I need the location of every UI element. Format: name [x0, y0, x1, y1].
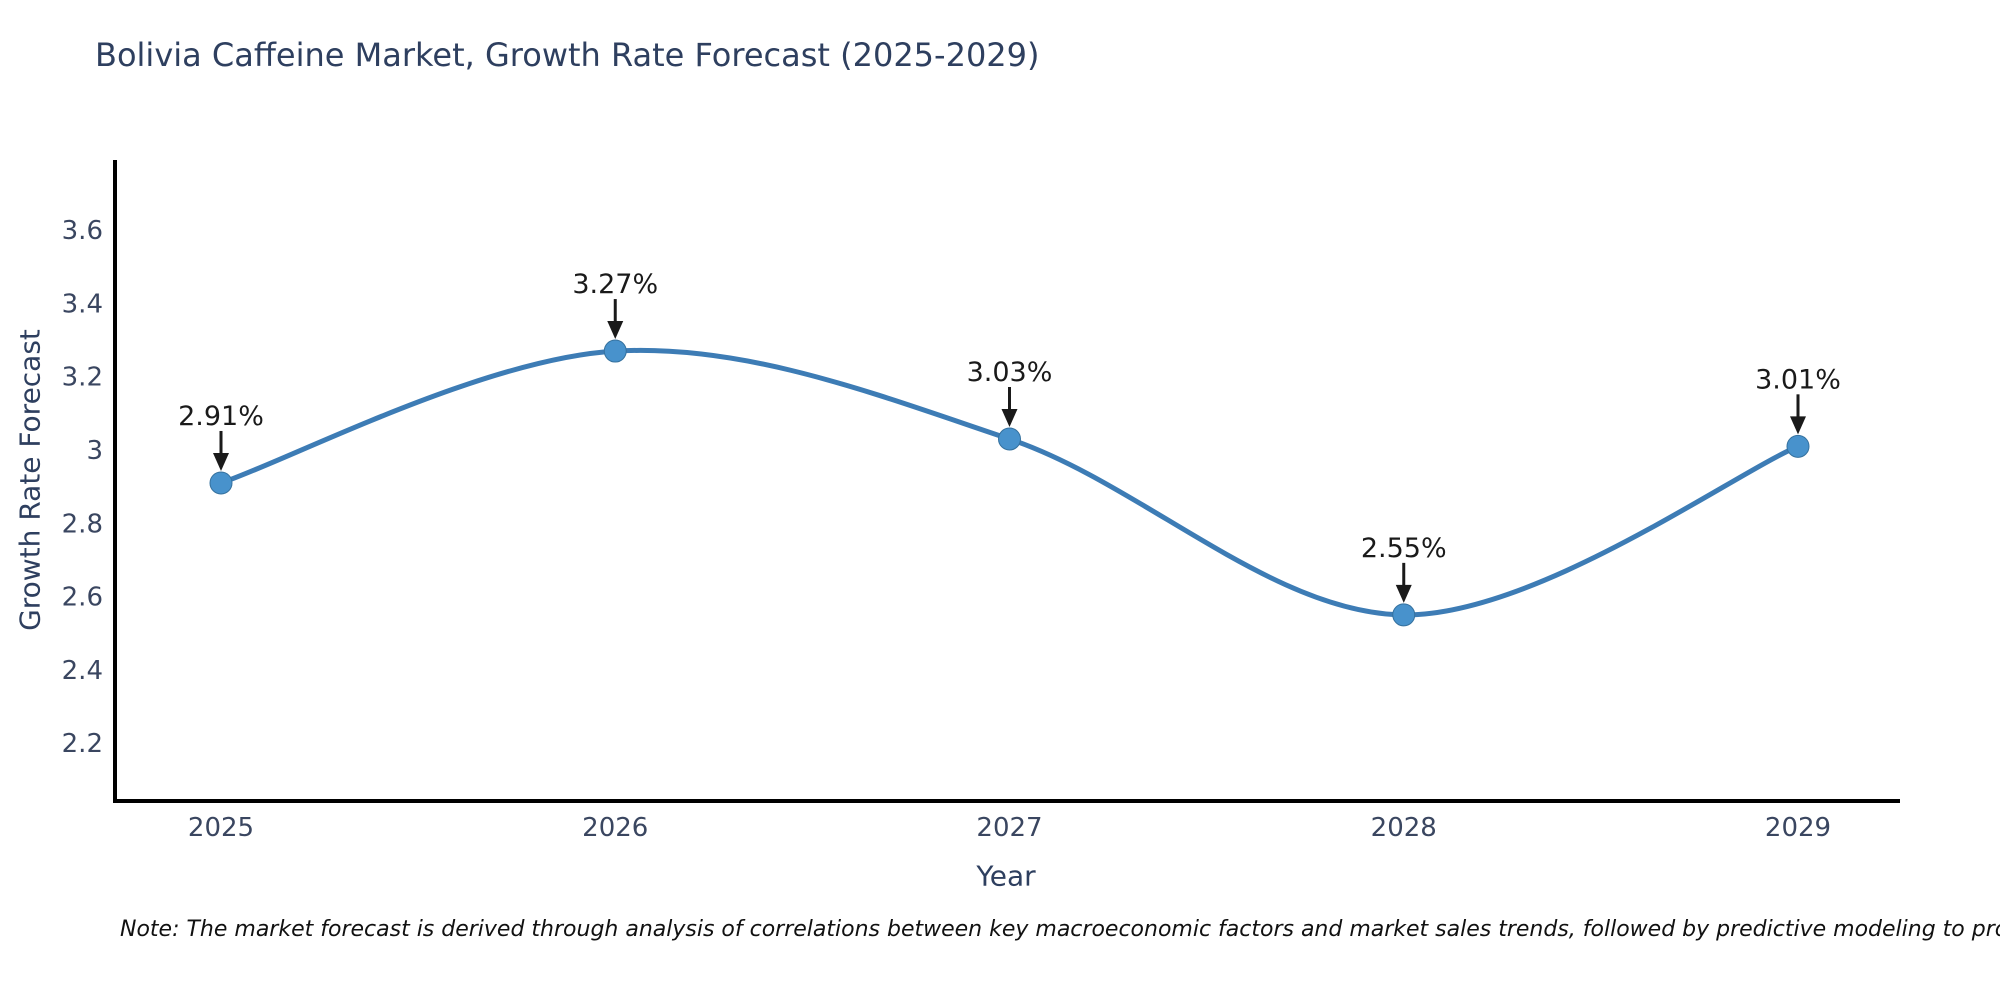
annotation-label-2028: 2.55%: [1361, 533, 1447, 564]
y-tick-label-3-4: 3.4: [62, 289, 103, 319]
annotation-arrow-head-2028: [1395, 584, 1412, 603]
y-axis-title: Growth Rate Forecast: [13, 329, 47, 631]
axis-spines: [113, 160, 1900, 803]
y-tick-label-3-6: 3.6: [62, 216, 103, 246]
y-tick-label-3: 3: [86, 436, 103, 466]
data-point-2025: [209, 471, 233, 495]
x-axis-title: Year: [976, 859, 1036, 893]
x-tick-label-2027: 2027: [976, 813, 1042, 843]
y-tick-label-3-2: 3.2: [62, 363, 103, 393]
annotation-arrow-head-2029: [1790, 416, 1806, 435]
y-tick-label-2-4: 2.4: [62, 656, 103, 686]
annotation-arrow-head-2025: [213, 452, 229, 471]
annotation-label-2027: 3.03%: [967, 357, 1053, 388]
data-point-2028: [1392, 603, 1416, 627]
annotation-label-2026: 3.27%: [572, 269, 658, 300]
y-tick-label-2-2: 2.2: [62, 729, 103, 759]
x-tick-label-2028: 2028: [1371, 813, 1437, 843]
y-tick-label-2-8: 2.8: [62, 509, 103, 539]
x-tick-label-2025: 2025: [188, 813, 254, 843]
annotation-arrow-head-2026: [607, 321, 624, 340]
data-point-2029: [1786, 434, 1810, 458]
annotation-label-2029: 3.01%: [1755, 364, 1841, 395]
chart-title: Bolivia Caffeine Market, Growth Rate For…: [95, 36, 1040, 74]
x-tick-label-2026: 2026: [582, 813, 648, 843]
footnote: Note: The market forecast is derived thr…: [120, 917, 2000, 942]
x-tick-label-2029: 2029: [1765, 813, 1831, 843]
annotation-arrow-head-2027: [1001, 408, 1018, 427]
data-point-2027: [998, 427, 1021, 451]
data-point-2026: [603, 339, 627, 363]
annotation-label-2025: 2.91%: [178, 401, 264, 432]
y-tick-label-2-6: 2.6: [62, 583, 103, 613]
